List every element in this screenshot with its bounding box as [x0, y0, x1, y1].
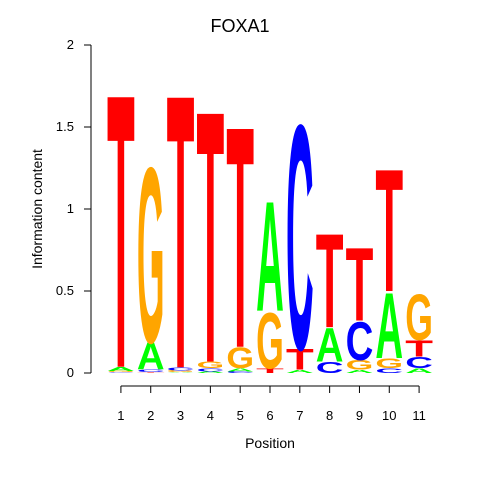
x-tick-label: 8	[326, 408, 333, 423]
letter-A: A	[405, 367, 433, 375]
x-tick-label: 9	[356, 408, 363, 423]
letter-T: T	[167, 15, 195, 452]
y-tick-label: 0	[67, 365, 74, 380]
letter-T: T	[196, 37, 224, 438]
letter-stack-6: TGA	[256, 169, 284, 386]
letter-T: T	[405, 336, 433, 362]
letter-G: G	[137, 115, 165, 395]
letter-C: C	[226, 371, 254, 374]
letter-G: G	[196, 360, 224, 371]
letter-A: A	[167, 372, 195, 373]
x-tick-label: 2	[147, 408, 154, 423]
y-tick-label: 1	[67, 201, 74, 216]
y-tick-label: 0.5	[56, 283, 74, 298]
x-tick-label: 6	[266, 408, 273, 423]
letter-A: A	[286, 369, 314, 374]
letter-A: A	[196, 371, 224, 374]
x-axis-label: Position	[245, 435, 295, 451]
letter-A: A	[375, 275, 403, 380]
letter-T: T	[256, 367, 284, 375]
letter-G: G	[226, 341, 254, 374]
x-tick-label: 1	[117, 408, 124, 423]
letter-A: A	[316, 320, 344, 373]
letter-G: G	[346, 358, 374, 373]
x-tick-label: 5	[237, 408, 244, 423]
letter-T: T	[137, 372, 165, 373]
letter-T: T	[286, 343, 314, 376]
letter-G: G	[256, 297, 284, 386]
letter-A: A	[107, 366, 135, 372]
y-tick-label: 1.5	[56, 119, 74, 134]
letter-C: C	[107, 372, 135, 373]
letter-A: A	[137, 336, 165, 379]
letter-T: T	[226, 60, 254, 414]
letter-G: G	[107, 371, 135, 373]
letter-A: A	[226, 367, 254, 372]
letter-C: C	[346, 311, 374, 372]
letter-G: G	[405, 282, 433, 355]
letter-C: C	[167, 366, 195, 371]
letter-C: C	[316, 359, 344, 377]
letter-C: C	[405, 354, 433, 372]
x-tick-label: 3	[177, 408, 184, 423]
y-tick-label: 2	[67, 37, 74, 52]
letter-C: C	[196, 367, 224, 372]
letter-C: C	[286, 59, 314, 417]
letter-T: T	[346, 227, 374, 344]
x-tick-label: 4	[207, 408, 214, 423]
x-tick-label: 11	[412, 408, 426, 423]
x-tick-label: 7	[296, 408, 303, 423]
letter-A: A	[256, 169, 284, 345]
letter-T: T	[375, 134, 403, 330]
letter-G: G	[375, 356, 403, 371]
x-tick-label: 10	[382, 408, 396, 423]
letter-stack-8: CAT	[316, 206, 344, 376]
letter-C: C	[137, 369, 165, 373]
letter-T: T	[316, 206, 344, 356]
letter-stack-7: ATC	[286, 59, 314, 417]
chart-title: FOXA1	[210, 16, 269, 36]
letter-T: T	[107, 14, 135, 451]
letter-A: A	[346, 369, 374, 374]
x-axis: 1 2 3 4 5 6 7 8 9 10 11	[117, 385, 426, 423]
y-axis: 0 0.5 1 1.5 2	[56, 37, 92, 380]
letter-C: C	[375, 367, 403, 375]
y-axis-label: Information content	[29, 149, 45, 269]
letter-G: G	[167, 370, 195, 373]
